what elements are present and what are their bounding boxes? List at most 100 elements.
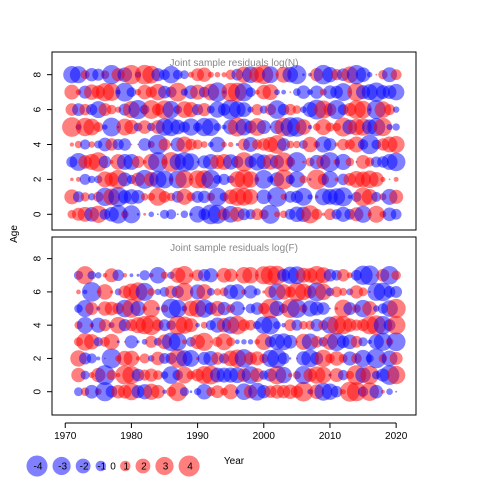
residual-bubble (267, 186, 287, 207)
residual-bubble (390, 208, 402, 220)
legend-bubble (178, 455, 200, 477)
residual-bubble (389, 351, 403, 365)
residual-bubble (196, 284, 213, 300)
residual-bubble (117, 172, 132, 187)
residual-bubble (85, 302, 99, 315)
residual-bubble (329, 351, 344, 366)
residual-bubble (296, 85, 311, 99)
residual-bubble (76, 289, 81, 295)
residual-bubble (206, 288, 215, 296)
residual-bubble (118, 138, 132, 151)
y-tick-label: 2 (33, 355, 44, 361)
y-tick-label: 4 (33, 322, 44, 328)
residual-bubble (355, 67, 371, 82)
legend-label: -2 (80, 462, 89, 473)
residual-bubble (175, 282, 194, 302)
residual-bubble (241, 339, 247, 345)
residual-bubble (354, 349, 372, 367)
residual-bubble (391, 270, 401, 281)
residual-bubble (269, 300, 285, 317)
residual-bubble (158, 191, 171, 203)
legend-bubble (26, 455, 48, 477)
legend-label: -3 (58, 462, 67, 473)
x-tick-label: 1980 (120, 431, 143, 442)
residual-bubble (395, 390, 398, 393)
residual-bubble (221, 141, 227, 148)
y-tick-label: 0 (33, 388, 44, 394)
residual-bubble (64, 84, 80, 100)
residual-bubble (80, 139, 91, 150)
residual-bubble (138, 138, 151, 151)
residual-bubble (87, 271, 96, 280)
residual-bubble (245, 319, 256, 331)
residual-bubble (325, 122, 335, 132)
residual-bubble (213, 288, 222, 296)
residual-bubble (131, 190, 145, 204)
residual-bubble (196, 383, 212, 400)
y-tick-label: 8 (33, 255, 44, 261)
residual-bubble (315, 119, 332, 136)
residual-bubble (183, 318, 199, 333)
residual-bubble (273, 169, 294, 190)
residual-bubble (230, 301, 245, 316)
residual-bubble (151, 384, 165, 399)
residual-bubble (154, 288, 162, 296)
residual-bubble (142, 299, 161, 318)
residual-bubble (162, 100, 180, 119)
residual-bubble (168, 82, 188, 102)
residual-bubble (293, 140, 301, 149)
residual-bubble (321, 170, 339, 188)
residual-bubble (273, 321, 281, 330)
residual-bubble (289, 357, 292, 360)
residual-bubble (307, 124, 313, 130)
y-tick-label: 6 (33, 106, 44, 112)
x-tick-label: 1990 (186, 431, 209, 442)
panel-title: Joint sample residuals log(N) (170, 58, 299, 69)
residual-bubble (242, 189, 259, 205)
residual-bubble (143, 212, 147, 216)
residual-bubble (320, 152, 340, 172)
residual-bubble (176, 213, 179, 216)
x-tick-label: 2020 (385, 431, 408, 442)
residual-bubble (250, 351, 265, 366)
residual-bubble (175, 366, 193, 384)
residual-bubble (197, 102, 211, 117)
residual-bubble (88, 175, 96, 184)
residual-bubble (392, 106, 400, 113)
residual-bubble (299, 175, 308, 184)
x-axis-title: Year (224, 456, 245, 467)
residual-bubble (386, 298, 406, 319)
residual-bubble (358, 287, 368, 297)
residual-bubble (287, 65, 307, 85)
residual-bubble (261, 66, 279, 84)
residual-bubble (242, 171, 259, 188)
residual-bubble (162, 65, 180, 84)
residual-bubble (260, 204, 280, 224)
panel-frame (51, 236, 417, 416)
residual-bubble (109, 290, 114, 294)
residual-bubble (207, 82, 228, 102)
residual-bubble (307, 194, 313, 200)
residual-bubble (247, 339, 254, 345)
residual-bubble (333, 187, 353, 207)
residual-bubble (359, 265, 380, 286)
residual-bubble (228, 141, 234, 148)
legend-label: 4 (187, 462, 193, 473)
residual-bubble (189, 390, 193, 394)
residual-bubble (166, 209, 177, 220)
residual-bubble (310, 85, 324, 99)
residual-bubble (136, 273, 140, 277)
x-tick-label: 1970 (54, 431, 77, 442)
y-tick-label: 8 (33, 71, 44, 77)
legend-bubble (75, 458, 91, 474)
residual-bubble (147, 288, 156, 296)
residual-bubble (168, 299, 187, 318)
residual-bubble (295, 119, 312, 135)
residual-bubble (195, 322, 200, 328)
residual-bubble (354, 100, 372, 119)
residual-bubble (95, 272, 102, 279)
residual-bubble (343, 302, 357, 315)
residual-bubble (75, 176, 82, 182)
residual-bubble (359, 134, 380, 155)
residual-bubble (106, 370, 117, 381)
